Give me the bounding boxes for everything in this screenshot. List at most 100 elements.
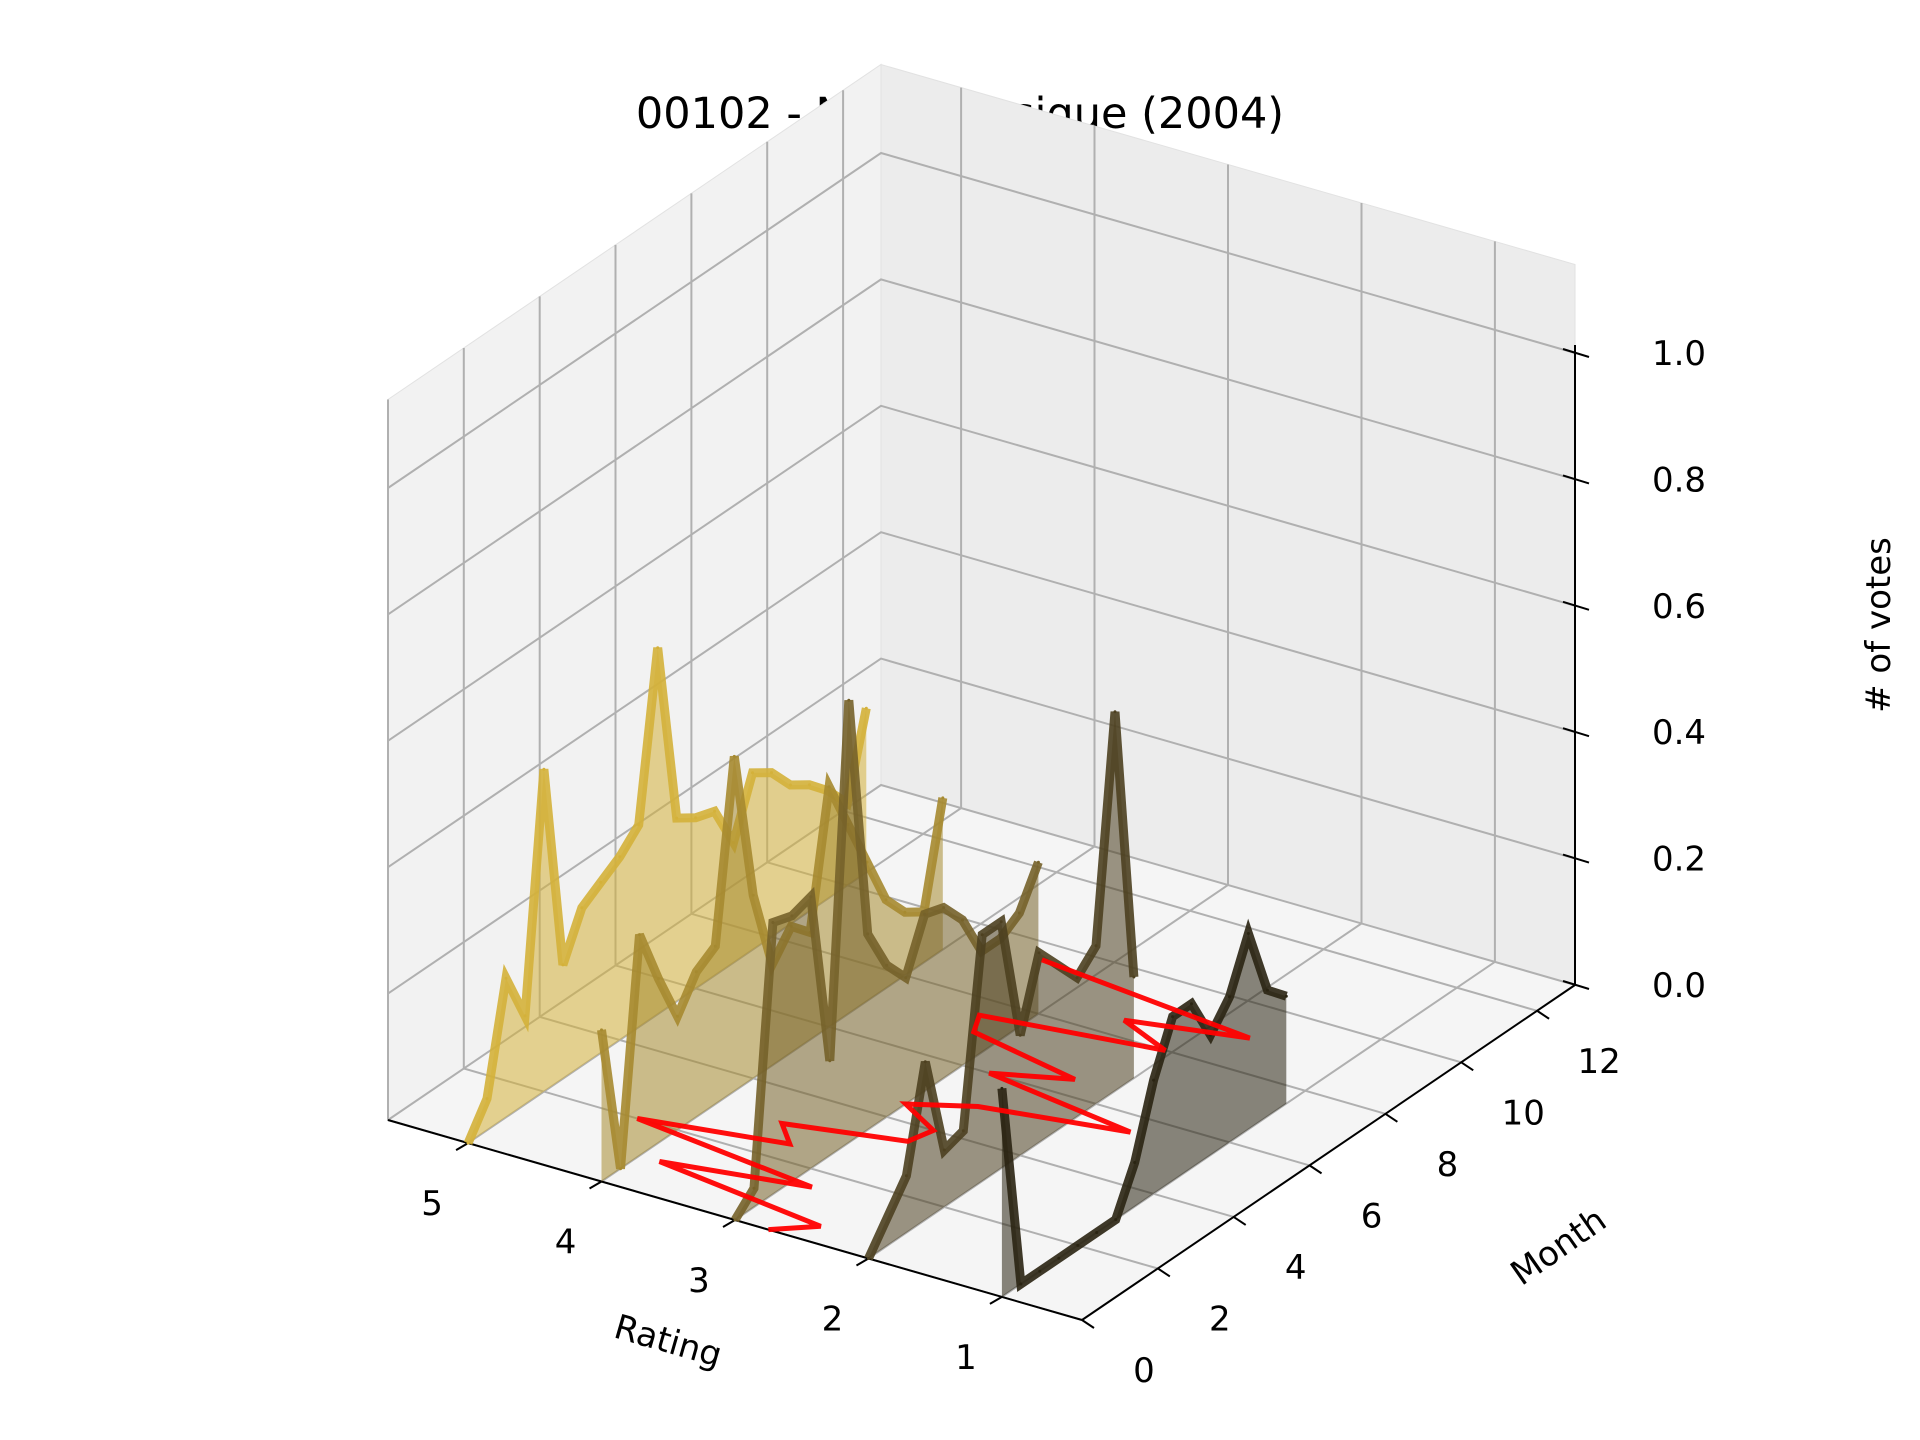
y-tick-mark xyxy=(1460,1061,1474,1072)
data-point xyxy=(770,771,773,775)
data-point xyxy=(1265,988,1269,992)
x-tick-mark xyxy=(989,1296,1003,1305)
x-tick-label: 1 xyxy=(955,1338,977,1378)
x-tick-mark xyxy=(855,1257,869,1267)
z-tick-label: 0.6 xyxy=(1652,587,1706,627)
data-point xyxy=(904,976,908,980)
z-tick-mark xyxy=(1562,727,1590,738)
data-point xyxy=(1284,994,1288,998)
data-point xyxy=(675,816,679,820)
data-point xyxy=(1017,911,1021,915)
series-fill xyxy=(468,647,867,1144)
data-point xyxy=(1190,1002,1193,1006)
data-point xyxy=(637,823,641,827)
data-point xyxy=(864,706,868,710)
y-tick-label: 10 xyxy=(1502,1093,1545,1133)
data-point xyxy=(903,910,907,914)
series-fill xyxy=(735,700,1039,1220)
z-tick-label: 0.0 xyxy=(1652,966,1706,1006)
data-point xyxy=(619,1167,622,1171)
data-point xyxy=(828,1059,832,1063)
z-tick-mark xyxy=(1562,474,1590,485)
data-point xyxy=(1057,1256,1061,1260)
data-point xyxy=(866,932,870,936)
y-axis-line xyxy=(1081,984,1576,1321)
data-point xyxy=(638,933,641,937)
data-point xyxy=(904,1174,908,1178)
data-point xyxy=(1076,1243,1080,1247)
y-tick-mark xyxy=(1308,1164,1323,1175)
y-tick-label: 8 xyxy=(1437,1145,1459,1185)
data-point xyxy=(485,1097,489,1101)
x-tick-mark xyxy=(589,1180,603,1190)
data-point xyxy=(1114,1218,1118,1222)
z-tick-mark xyxy=(1562,980,1590,990)
data-point xyxy=(561,963,565,967)
data-point xyxy=(941,796,945,800)
data-point xyxy=(732,754,736,758)
z-tick-label: 1.0 xyxy=(1652,334,1706,374)
y-tick-label: 6 xyxy=(1361,1196,1383,1236)
z-tick-label: 0.2 xyxy=(1652,840,1706,880)
grid-value-3 xyxy=(387,404,1576,742)
x-tick-label: 3 xyxy=(688,1261,710,1301)
z-tick-mark xyxy=(1562,853,1590,864)
data-point xyxy=(942,1148,946,1152)
data-point xyxy=(580,906,584,910)
y-tick-label: 0 xyxy=(1133,1351,1155,1391)
data-point xyxy=(884,898,888,902)
y-tick-mark xyxy=(1233,1216,1247,1226)
data-point xyxy=(656,646,660,650)
data-point xyxy=(1152,1078,1156,1082)
data-point xyxy=(1132,975,1136,979)
data-point xyxy=(618,855,622,859)
data-point xyxy=(827,785,831,789)
y-tick-label: 12 xyxy=(1577,1042,1620,1082)
data-point xyxy=(1113,710,1117,714)
data-point xyxy=(1133,1161,1137,1164)
data-point xyxy=(1036,860,1040,864)
y-tick-label: 4 xyxy=(1285,1248,1307,1288)
data-point xyxy=(1075,976,1079,980)
z-axis-label: # of votes xyxy=(1859,537,1899,713)
data-point xyxy=(942,906,946,910)
data-point xyxy=(1000,1086,1004,1090)
data-point xyxy=(694,970,698,974)
data-point xyxy=(790,914,794,918)
data-point xyxy=(847,698,851,702)
data-point xyxy=(600,1028,603,1032)
data-point xyxy=(1171,1015,1175,1019)
data-point xyxy=(961,918,964,922)
data-point xyxy=(1018,1033,1022,1037)
data-point xyxy=(809,895,813,899)
data-point xyxy=(980,933,984,937)
data-point xyxy=(751,771,754,775)
data-point xyxy=(523,1014,527,1018)
data-point xyxy=(466,1141,470,1145)
mean-layer xyxy=(636,957,1251,1233)
data-point xyxy=(733,1218,737,1222)
data-point xyxy=(675,1014,679,1018)
data-point xyxy=(961,1129,965,1133)
data-point xyxy=(999,920,1003,924)
series-line xyxy=(997,918,1288,1292)
data-point xyxy=(1228,995,1231,999)
data-point xyxy=(1095,1231,1099,1234)
data-point xyxy=(713,944,717,948)
z-tick-label: 0.4 xyxy=(1652,713,1706,753)
z-tick-mark xyxy=(1562,348,1590,358)
x-tick-label: 4 xyxy=(555,1223,577,1263)
data-point xyxy=(923,1060,927,1064)
series-line xyxy=(864,711,1139,1261)
data-point xyxy=(807,783,811,787)
data-point xyxy=(1038,1269,1042,1273)
data-point xyxy=(542,767,546,771)
data-point xyxy=(599,880,603,884)
data-point xyxy=(885,963,889,967)
grid-value-5 xyxy=(387,151,1576,489)
y-tick-mark xyxy=(1157,1267,1171,1278)
data-point xyxy=(867,1257,870,1260)
series-layer xyxy=(463,646,1288,1297)
series-rating-5 xyxy=(463,646,871,1145)
